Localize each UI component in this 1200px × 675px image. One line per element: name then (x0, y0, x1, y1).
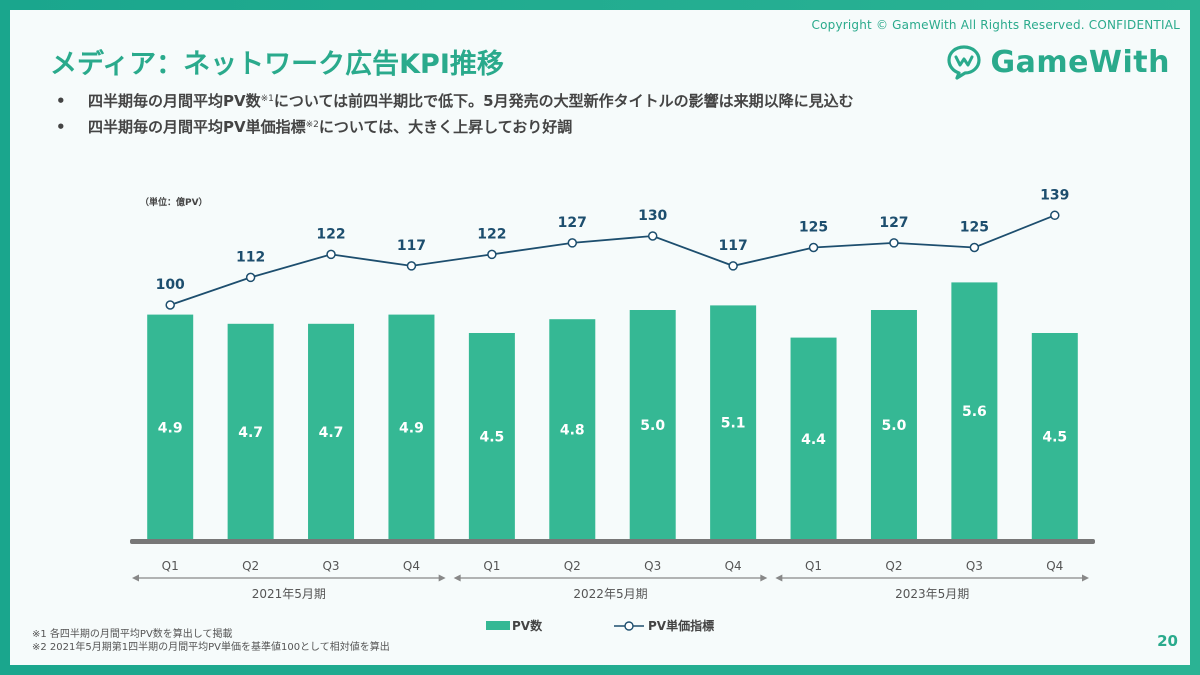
line-point (728, 261, 738, 271)
legend-bar-swatch (486, 621, 510, 630)
bullet-item: • 四半期毎の月間平均PV単価指標※2については、大きく上昇しており好調 (56, 114, 854, 140)
bar-value-label: 4.5 (1042, 430, 1067, 446)
x-tick-label: Q4 (1046, 559, 1063, 573)
bar-value-label: 4.8 (560, 423, 585, 439)
x-tick-label: Q2 (885, 559, 902, 573)
period-label: 2021年5月期 (252, 587, 326, 601)
line-value-label: 100 (156, 277, 185, 293)
summary-bullets: • 四半期毎の月間平均PV数※1については前四半期比で低下。5月発売の大型新作タイ… (56, 88, 854, 140)
bar-value-label: 5.0 (882, 418, 907, 434)
line-value-label: 139 (1040, 187, 1069, 203)
x-tick-label: Q3 (966, 559, 983, 573)
bullet-note-1: ※1 (260, 94, 274, 104)
x-tick-label: Q2 (564, 559, 581, 573)
footnote-1: ※1 各四半期の月間平均PV数を算出して掲載 (32, 629, 233, 640)
bullet-text-1a: 四半期毎の月間平均PV数 (88, 92, 261, 110)
legend-label-pv: PV数 (512, 618, 543, 633)
line-value-label: 117 (719, 238, 748, 254)
line-value-label: 125 (960, 220, 989, 236)
bar-value-label: 5.6 (962, 404, 987, 420)
line-point (487, 249, 497, 260)
line-point (245, 272, 256, 283)
x-tick-label: Q1 (805, 559, 822, 573)
period-arrow-right-icon (438, 574, 446, 582)
line-value-label: 130 (638, 208, 667, 224)
chart-baseline (130, 539, 1095, 544)
bar-pv (308, 323, 355, 540)
period-arrow-left-icon (453, 574, 461, 582)
line-point (969, 242, 980, 253)
footnotes: ※1 各四半期の月間平均PV数を算出して掲載 ※2 2021年5月期第1四半期の… (32, 628, 390, 654)
legend-line-marker (624, 621, 634, 631)
line-value-label: 127 (558, 215, 587, 231)
line-pv-unit-index (169, 214, 1056, 306)
bar-value-label: 5.1 (721, 416, 746, 432)
line-point (406, 261, 417, 271)
page-number: 20 (1157, 632, 1178, 650)
bullet-text-1b: については前四半期比で低下。5月発売の大型新作タイトルの影響は来期以降に見込む (273, 92, 854, 110)
bullet-text-2b: については、大きく上昇しており好調 (318, 118, 573, 136)
bar-value-label: 4.9 (158, 420, 183, 436)
bar-pv (147, 314, 194, 540)
bar-pv (1031, 333, 1078, 540)
line-point (567, 238, 578, 248)
x-tick-label: Q3 (644, 559, 661, 573)
bar-pv (468, 333, 515, 540)
bar-pv (629, 310, 676, 540)
copyright-text: Copyright © GameWith All Rights Reserved… (811, 18, 1180, 32)
line-point (165, 300, 175, 310)
bullet-dot: • (56, 92, 66, 110)
x-tick-label: Q3 (322, 559, 339, 573)
footnote-2: ※2 2021年5月期第1四半期の月間平均PV単価を基準値100として相対値を算… (32, 642, 390, 653)
line-point (647, 231, 658, 241)
line-point (889, 238, 899, 248)
bar-pv (710, 305, 757, 540)
bullet-dot: • (56, 118, 66, 136)
bar-value-label: 5.0 (640, 418, 665, 434)
gamewith-logo: GameWith (946, 44, 1170, 80)
bar-pv (549, 319, 596, 540)
bar-pv (388, 314, 435, 540)
x-tick-label: Q4 (403, 559, 420, 573)
period-label: 2022年5月期 (573, 587, 647, 601)
logo-mark-icon (947, 45, 982, 80)
x-tick-label: Q4 (725, 559, 742, 573)
line-value-label: 122 (316, 226, 345, 242)
logo-text: GameWith (990, 44, 1170, 80)
bullet-text-2a: 四半期毎の月間平均PV単価指標 (88, 118, 306, 136)
unit-label: （単位：億PV） (140, 198, 208, 208)
bar-pv (227, 323, 274, 540)
period-arrow-right-icon (760, 574, 768, 582)
bar-value-label: 4.7 (319, 425, 344, 441)
line-point (326, 249, 336, 260)
bar-pv (951, 282, 998, 540)
period-arrow-left-icon (775, 574, 783, 582)
bar-pv (790, 337, 837, 540)
bar-value-label: 4.7 (238, 425, 263, 441)
bar-value-label: 4.4 (801, 432, 826, 448)
bullet-item: • 四半期毎の月間平均PV数※1については前四半期比で低下。5月発売の大型新作タイ… (56, 88, 854, 114)
period-arrow-right-icon (1082, 574, 1089, 582)
x-tick-label: Q1 (483, 559, 500, 573)
line-value-label: 112 (236, 249, 265, 265)
line-point (808, 242, 819, 253)
bar-value-label: 4.5 (479, 430, 504, 446)
line-value-label: 122 (477, 226, 506, 242)
page-title: メディア：ネットワーク広告KPI推移 (50, 49, 504, 80)
period-label: 2023年5月期 (895, 587, 969, 601)
line-value-label: 125 (799, 220, 828, 236)
period-arrow-left-icon (132, 574, 139, 582)
line-value-label: 117 (397, 238, 426, 254)
x-tick-label: Q2 (242, 559, 259, 573)
legend-label-index: PV単価指標 (648, 618, 714, 633)
line-point (1050, 210, 1060, 221)
bullet-note-2: ※2 (305, 120, 319, 130)
bar-value-label: 4.9 (399, 420, 424, 436)
bar-pv (870, 310, 917, 540)
x-tick-label: Q1 (162, 559, 179, 573)
line-value-label: 127 (879, 215, 908, 231)
